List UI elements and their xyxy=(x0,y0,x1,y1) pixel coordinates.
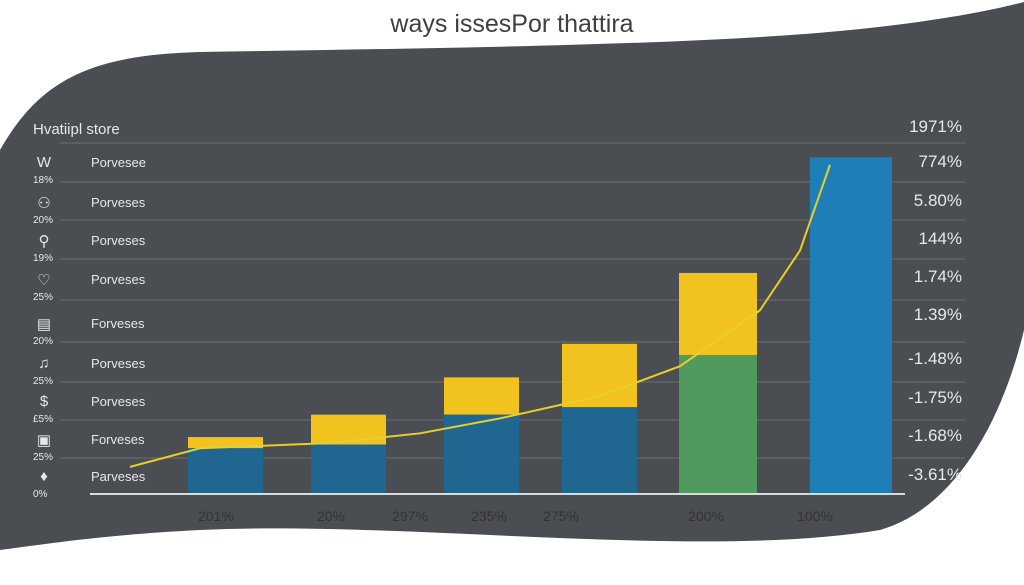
x-tick-label: 100% xyxy=(797,508,833,524)
row-label: Porveses xyxy=(91,195,146,210)
trend-line xyxy=(129,164,831,468)
people-icon: ⚇ xyxy=(37,195,51,212)
right-value-label: -3.61% xyxy=(908,465,962,484)
bar-upper-segment xyxy=(311,414,386,445)
box-icon: ▣ xyxy=(36,432,52,449)
location-pin-icon: ⚲ xyxy=(38,233,50,250)
row-label: Forveses xyxy=(91,432,145,447)
row-percent: 25% xyxy=(33,376,54,387)
row-percent: 19% xyxy=(33,253,54,264)
row-label: Forveses xyxy=(91,316,145,331)
right-value-label: 1.74% xyxy=(913,267,962,286)
handshake-icon: ♡ xyxy=(37,272,51,289)
row-percent: 20% xyxy=(33,336,54,347)
bulb-icon: ♦ xyxy=(40,468,48,485)
bar-lower-segment xyxy=(679,354,757,493)
music-note-icon: ♫ xyxy=(38,355,50,372)
bar-lower-segment xyxy=(311,444,386,493)
bar-lower-segment xyxy=(562,407,637,493)
right-value-label: 1.39% xyxy=(913,305,962,324)
x-tick-label: 20% xyxy=(316,508,346,524)
row-label: Porveses xyxy=(91,394,146,409)
x-tick-label: 200% xyxy=(688,508,724,524)
bar-lower-segment xyxy=(444,414,519,493)
right-value-label: 774% xyxy=(918,152,962,171)
dollar-icon: $ xyxy=(39,393,49,410)
row-label: Porvesee xyxy=(91,155,146,170)
right-value-label: -1.48% xyxy=(908,349,962,368)
row-label: Porveses xyxy=(91,356,146,371)
right-value-label: -1.75% xyxy=(908,388,962,407)
row-label: Parveses xyxy=(91,469,146,484)
row-percent: 18% xyxy=(33,175,54,186)
bar-lower-segment xyxy=(810,157,892,494)
bar-upper-segment xyxy=(562,343,637,408)
x-tick-label: 235% xyxy=(471,508,507,524)
bar-upper-segment xyxy=(679,272,757,355)
bar-upper-segment xyxy=(444,377,519,415)
row-label: Porveses xyxy=(91,233,146,248)
x-tick-label: 201% xyxy=(198,508,234,524)
bar-lower-segment xyxy=(188,448,263,493)
row-percent: £5% xyxy=(33,414,54,425)
w-letter-icon: W xyxy=(36,154,52,171)
bar-upper-segment xyxy=(188,437,263,449)
row-percent: 20% xyxy=(33,215,54,226)
right-value-label: 1971% xyxy=(909,117,962,136)
x-tick-label: 297% xyxy=(392,508,428,524)
document-icon: ▤ xyxy=(36,316,52,333)
row-label: Porveses xyxy=(91,272,146,287)
right-value-label: 5.80% xyxy=(913,191,962,210)
chart-title: ways issesPor thattira xyxy=(390,10,634,38)
row-percent: 25% xyxy=(33,452,54,463)
right-value-label: 144% xyxy=(918,229,962,248)
legend-header: Hvatiipl store xyxy=(33,121,120,138)
row-percent: 25% xyxy=(33,292,54,303)
x-tick-label: 275% xyxy=(543,508,579,524)
right-value-label: -1.68% xyxy=(908,426,962,445)
row-percent: 0% xyxy=(33,489,48,500)
